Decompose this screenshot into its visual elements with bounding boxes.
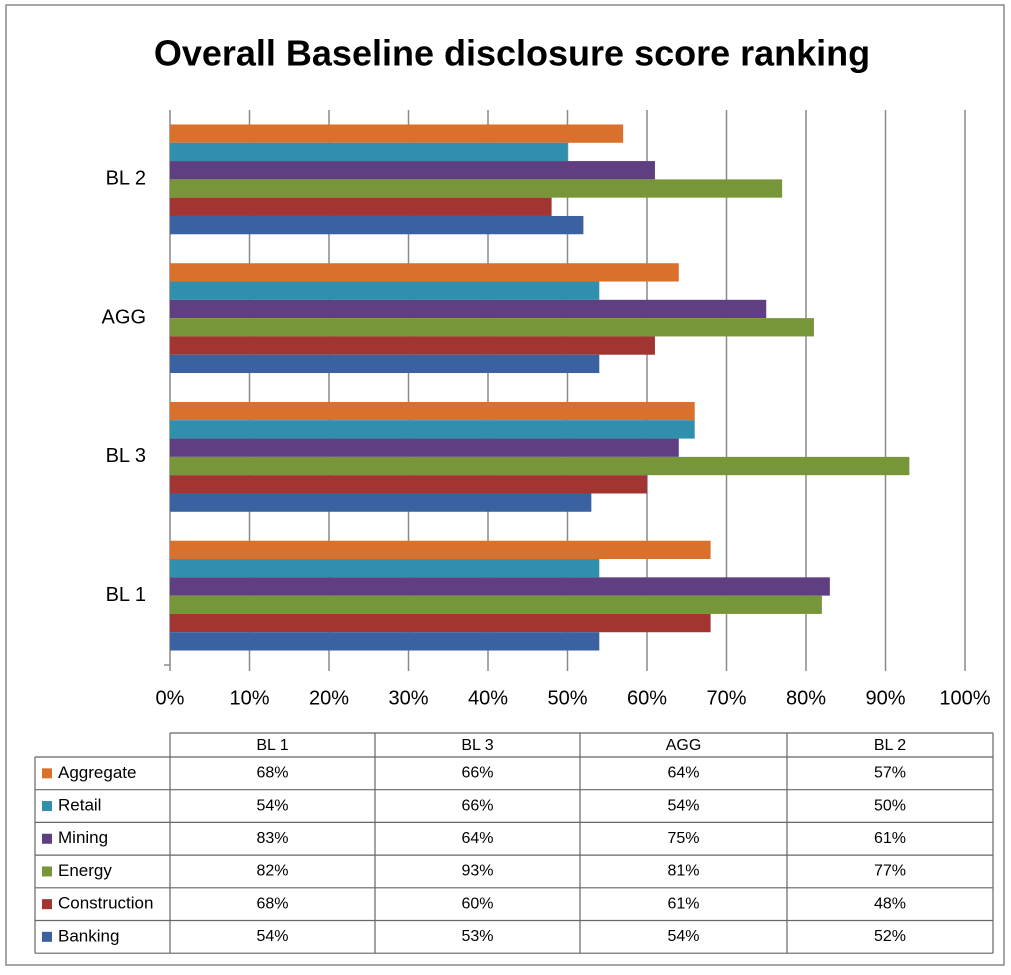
bar <box>170 124 624 143</box>
y-tick-label: AGG <box>102 306 146 328</box>
bar <box>170 263 679 282</box>
bar <box>170 197 552 216</box>
y-tick-label: BL 1 <box>106 584 146 606</box>
x-tick-label: 80% <box>786 687 826 709</box>
legend-swatch <box>42 768 52 779</box>
x-tick-label: 40% <box>468 687 508 709</box>
table-cell: 54% <box>256 928 288 945</box>
table-cell: 52% <box>874 928 906 945</box>
table-cell: 48% <box>874 895 906 912</box>
legend-label: Retail <box>58 796 101 815</box>
bar <box>170 179 783 198</box>
table-cell: 57% <box>874 765 906 782</box>
table-cell: 54% <box>256 797 288 814</box>
legend-label: Energy <box>58 861 112 880</box>
bar <box>170 577 830 596</box>
table-cell: 61% <box>874 830 906 847</box>
table-header: BL 3 <box>461 737 493 754</box>
table-header: AGG <box>666 737 702 754</box>
bar <box>170 215 584 235</box>
x-tick-label: 10% <box>229 687 269 709</box>
bar <box>170 595 822 614</box>
bar <box>170 318 814 337</box>
legend-label: Construction <box>58 894 153 913</box>
bar <box>170 161 655 180</box>
table-cell: 75% <box>667 830 699 847</box>
legend-swatch <box>42 801 52 812</box>
legend-label: Aggregate <box>58 763 136 782</box>
table-cell: 77% <box>874 863 906 880</box>
bar <box>170 354 600 374</box>
legend-swatch <box>42 931 52 942</box>
legend-label: Banking <box>58 926 119 945</box>
bar <box>170 475 647 494</box>
table-cell: 81% <box>667 863 699 880</box>
bar <box>170 456 910 476</box>
table-cell: 82% <box>256 863 288 880</box>
x-tick-label: 70% <box>706 687 746 709</box>
y-tick-label: BL 2 <box>106 168 146 190</box>
bar <box>170 613 711 633</box>
table-cell: 64% <box>667 765 699 782</box>
bar <box>170 142 568 162</box>
x-tick-label: 50% <box>547 687 587 709</box>
bar <box>170 438 679 457</box>
table-cell: 54% <box>667 797 699 814</box>
x-tick-label: 90% <box>865 687 905 709</box>
bar <box>170 559 600 578</box>
legend-label: Mining <box>58 828 108 847</box>
table-cell: 68% <box>256 895 288 912</box>
bar <box>170 336 655 355</box>
table-cell: 53% <box>461 928 493 945</box>
x-tick-label: 20% <box>309 687 349 709</box>
table-header: BL 2 <box>874 737 906 754</box>
table-header: BL 1 <box>256 737 288 754</box>
table-cell: 64% <box>461 830 493 847</box>
table-cell: 50% <box>874 797 906 814</box>
bar <box>170 281 600 300</box>
legend-swatch <box>42 833 52 844</box>
bar <box>170 420 695 439</box>
y-tick-label: BL 3 <box>106 445 146 467</box>
x-tick-label: 100% <box>939 687 990 709</box>
x-tick-label: 0% <box>156 687 185 709</box>
table-cell: 61% <box>667 895 699 912</box>
table-cell: 66% <box>461 765 493 782</box>
bar <box>170 632 600 651</box>
bar <box>170 540 711 560</box>
bar <box>170 401 695 421</box>
legend-swatch <box>42 866 52 877</box>
table-cell: 54% <box>667 928 699 945</box>
table-cell: 68% <box>256 765 288 782</box>
bar <box>170 493 592 512</box>
x-tick-label: 60% <box>627 687 667 709</box>
table-cell: 93% <box>461 863 493 880</box>
legend-swatch <box>42 899 52 910</box>
x-tick-label: 30% <box>388 687 428 709</box>
table-cell: 83% <box>256 830 288 847</box>
chart-title: Overall Baseline disclosure score rankin… <box>154 33 870 74</box>
table-cell: 66% <box>461 797 493 814</box>
table-cell: 60% <box>461 895 493 912</box>
bar <box>170 299 767 319</box>
